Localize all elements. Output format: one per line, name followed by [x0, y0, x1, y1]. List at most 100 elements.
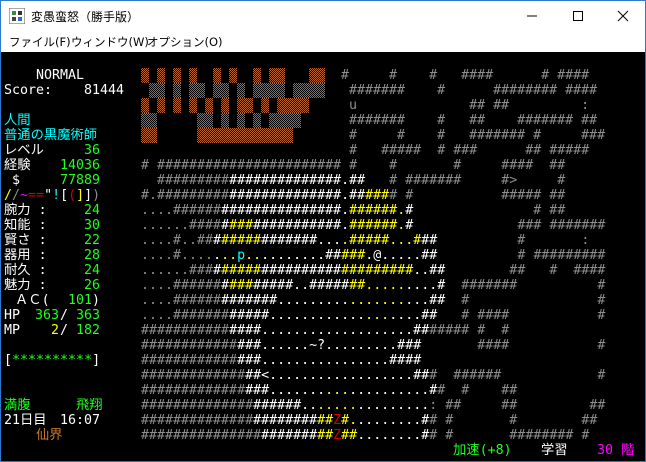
map-segment: ######### [341, 263, 414, 278]
map-empty-cell [245, 113, 253, 128]
map-wall-tile [141, 113, 149, 128]
map-wall-tile [229, 128, 237, 143]
map-wall-tile [141, 98, 149, 113]
map-row: #.#######################.###### # #####… [141, 188, 605, 203]
map-wall-tile [213, 68, 221, 83]
map-wall-tile [173, 68, 181, 83]
score-value: 81444 [83, 83, 124, 98]
map-empty-cell [293, 128, 301, 143]
map-empty-cell [221, 68, 229, 83]
map-segment: ....#..## [141, 233, 214, 248]
map-segment: p [237, 248, 246, 263]
title-bar[interactable]: 変愚蛮怒（勝手版） [1, 1, 645, 31]
map-row: ####################................: ##… [141, 398, 605, 413]
map-segment: ############# [141, 383, 246, 398]
map-segment: # [213, 233, 222, 248]
map-wall-tile [277, 83, 285, 98]
map-segment: ## # #### [445, 263, 606, 278]
map-wall-tile [237, 128, 245, 143]
map-empty-cell [325, 128, 333, 143]
ac-close: ) [92, 293, 101, 308]
hp-current: 363 [34, 308, 59, 323]
map-wall-tile [269, 113, 277, 128]
map-empty-cell [253, 98, 261, 113]
map-row: # # # #### # #### [141, 68, 605, 83]
minimize-icon [527, 15, 537, 17]
game-screen[interactable]: NORMAL Score: 81444 人間 普通の黒魔術師 レベル 36 経験… [1, 52, 645, 461]
equipment-slot: [ [60, 188, 69, 203]
map-segment: : ## ## ## [429, 398, 606, 413]
map-segment: #####............ [229, 308, 366, 323]
ac-value: 101 [67, 293, 92, 308]
map-segment: ##############.## [229, 173, 366, 188]
map-wall-tile [245, 98, 253, 113]
map-segment: # # ## [437, 383, 518, 398]
map-segment: .. [245, 248, 262, 263]
stat-value: 24 [83, 203, 100, 218]
map-empty-cell [149, 98, 157, 113]
map-segment: # ###### # [429, 368, 606, 383]
map-wall-tile [253, 128, 261, 143]
health-bar-open: [ [4, 353, 13, 368]
map-row: ####### # ## ####### ## [141, 113, 605, 128]
map-segment: .#####...# [341, 233, 422, 248]
map-segment: ######## [253, 413, 318, 428]
map-segment: # [405, 218, 414, 233]
map-wall-tile [285, 98, 293, 113]
map-segment: # ####### #> # [365, 173, 566, 188]
window-title: 変愚蛮怒（勝手版） [31, 10, 140, 24]
menu-options[interactable]: オプション(O) [147, 35, 223, 49]
map-segment: ## [317, 413, 334, 428]
map-segment: ...## [405, 293, 446, 308]
class-title: 普通の黒魔術師 [4, 128, 98, 143]
map-wall-tile [237, 83, 245, 98]
map-wall-tile [301, 98, 309, 113]
map-segment: # [405, 203, 414, 218]
maximize-button[interactable] [555, 1, 601, 31]
map-empty-cell [165, 98, 173, 113]
location: 仙界 [36, 428, 63, 443]
map-wall-tile [229, 68, 237, 83]
map-segment: ####### # [445, 278, 606, 293]
maximize-icon [573, 11, 583, 21]
health-bar-close: ] [92, 353, 101, 368]
map-empty-cell [205, 68, 213, 83]
map-wall-tile [309, 83, 317, 98]
map-empty-cell [293, 68, 301, 83]
map-segment: Z [333, 428, 342, 443]
map-empty-cell [205, 83, 213, 98]
map-segment: ..## [413, 263, 446, 278]
map-empty-cell [197, 98, 205, 113]
map-empty-cell [269, 98, 277, 113]
map-empty-cell [181, 68, 189, 83]
map-segment: # ######### [437, 248, 606, 263]
map-segment: ######.. [253, 398, 318, 413]
map-empty-cell [181, 113, 189, 128]
map-segment: ..........# [349, 383, 438, 398]
menu-window[interactable]: ウィンドウ(W) [71, 35, 149, 49]
study-status: 学習 [541, 443, 568, 458]
dungeon-map[interactable]: # # # #### # #### ####### # ######## ###… [141, 68, 605, 443]
map-wall-tile [285, 113, 293, 128]
depth-status: 30 階 [597, 443, 635, 458]
map-row: ....#####################.######.# # ## [141, 203, 605, 218]
close-button[interactable] [600, 1, 646, 31]
map-empty-cell [261, 113, 269, 128]
health-bar: [**********] [4, 353, 100, 368]
map-segment: ## [317, 428, 334, 443]
map-row: ....############...................## # … [141, 308, 605, 323]
menu-file[interactable]: ファイル(F) [9, 35, 71, 49]
map-segment: ##############.## [229, 188, 366, 203]
map-empty-cell [245, 83, 253, 98]
map-wall-tile [261, 128, 269, 143]
map-segment: ########### [141, 323, 230, 338]
map-segment: # # [445, 293, 606, 308]
map-wall-tile [205, 128, 213, 143]
menu-bar: ファイル(F) ウィンドウ(W) オプション(O) [1, 31, 645, 51]
game-mode: NORMAL [36, 68, 85, 83]
map-wall-tile [213, 83, 221, 98]
minimize-button[interactable] [509, 1, 555, 31]
map-wall-tile [221, 83, 229, 98]
map-segment: ....## [389, 308, 438, 323]
